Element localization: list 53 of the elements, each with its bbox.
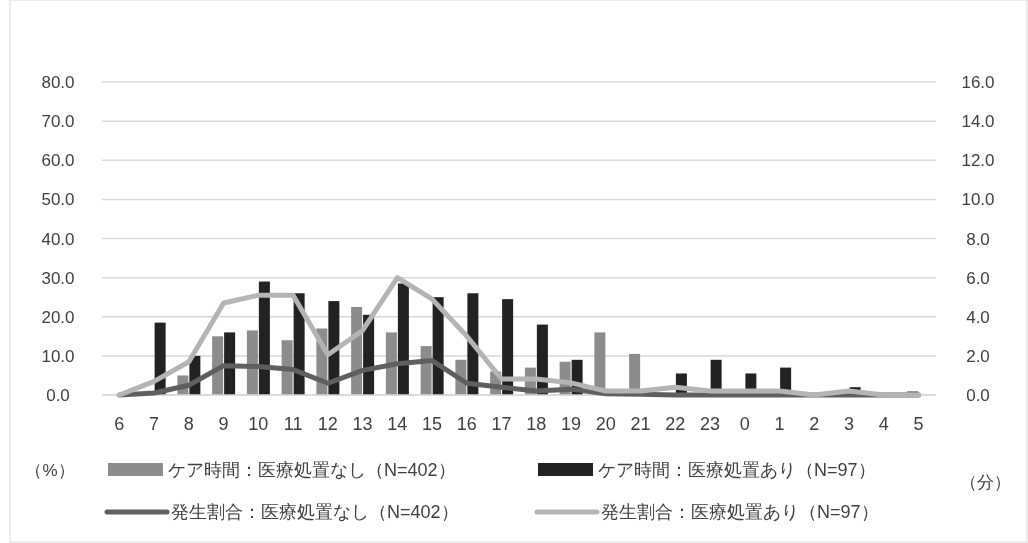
- x-tick-label: 10: [248, 414, 269, 434]
- x-tick-label: 4: [878, 414, 889, 434]
- bar: [224, 332, 236, 395]
- x-tick-label: 23: [700, 414, 721, 434]
- x-tick-label: 6: [114, 414, 125, 434]
- x-tick-label: 22: [665, 414, 686, 434]
- y2-tick-label: 14.0: [961, 112, 995, 132]
- x-tick-label: 14: [387, 414, 408, 434]
- x-tick-label: 17: [491, 414, 512, 434]
- y-tick-label: 0.0: [46, 386, 70, 405]
- y-tick-label: 40.0: [41, 229, 75, 249]
- y2-tick-label: 8.0: [966, 229, 990, 249]
- y2-tick-label: 6.0: [966, 268, 990, 288]
- bar: [397, 283, 409, 395]
- y-tick-label: 60.0: [41, 151, 75, 171]
- y2-axis-title: （分）: [959, 473, 1011, 492]
- x-tick-label: 15: [422, 414, 443, 434]
- x-tick-label: 3: [844, 414, 855, 434]
- y-tick-label: 80.0: [41, 73, 75, 92]
- x-tick-label: 8: [183, 414, 194, 434]
- x-tick-label: 13: [352, 414, 373, 434]
- y2-tick-label: 12.0: [961, 151, 995, 171]
- x-tick-label: 12: [317, 414, 338, 434]
- y-tick-label: 20.0: [41, 307, 75, 327]
- x-tick-label: 1: [774, 414, 785, 434]
- x-tick-label: 9: [218, 414, 229, 434]
- y-tick-label: 30.0: [41, 268, 75, 288]
- y2-tick-label: 10.0: [961, 190, 995, 210]
- legend-label: 発生割合：医療処置あり（N=97）: [601, 502, 879, 522]
- x-tick-label: 19: [561, 414, 582, 434]
- x-tick-label: 11: [283, 414, 303, 434]
- y-tick-label: 50.0: [41, 190, 75, 210]
- y2-tick-label: 16.0: [961, 73, 995, 92]
- x-tick-label: 20: [595, 414, 616, 434]
- y-tick-label: 70.0: [41, 112, 75, 132]
- y2-tick-label: 2.0: [966, 346, 990, 366]
- bar: [246, 330, 258, 395]
- y2-tick-label: 0.0: [966, 386, 990, 405]
- x-tick-label: 18: [526, 414, 547, 434]
- x-tick-label: 21: [630, 414, 651, 434]
- legend-label: 発生割合：医療処置なし（N=402）: [171, 502, 459, 522]
- x-tick-label: 16: [456, 414, 477, 434]
- bar: [385, 332, 397, 395]
- legend-label: ケア時間：医療処置あり（N=97）: [598, 460, 876, 480]
- x-tick-label: 5: [913, 414, 924, 434]
- y2-tick-label: 4.0: [966, 307, 990, 327]
- legend-label: ケア時間：医療処置なし（N=402）: [168, 460, 456, 480]
- x-tick-label: 2: [809, 414, 820, 434]
- y-tick-label: 10.0: [41, 346, 75, 366]
- y-axis-title: （%）: [25, 461, 75, 480]
- x-tick-label: 0: [739, 414, 750, 434]
- x-tick-label: 7: [149, 414, 160, 434]
- bar: [258, 281, 270, 395]
